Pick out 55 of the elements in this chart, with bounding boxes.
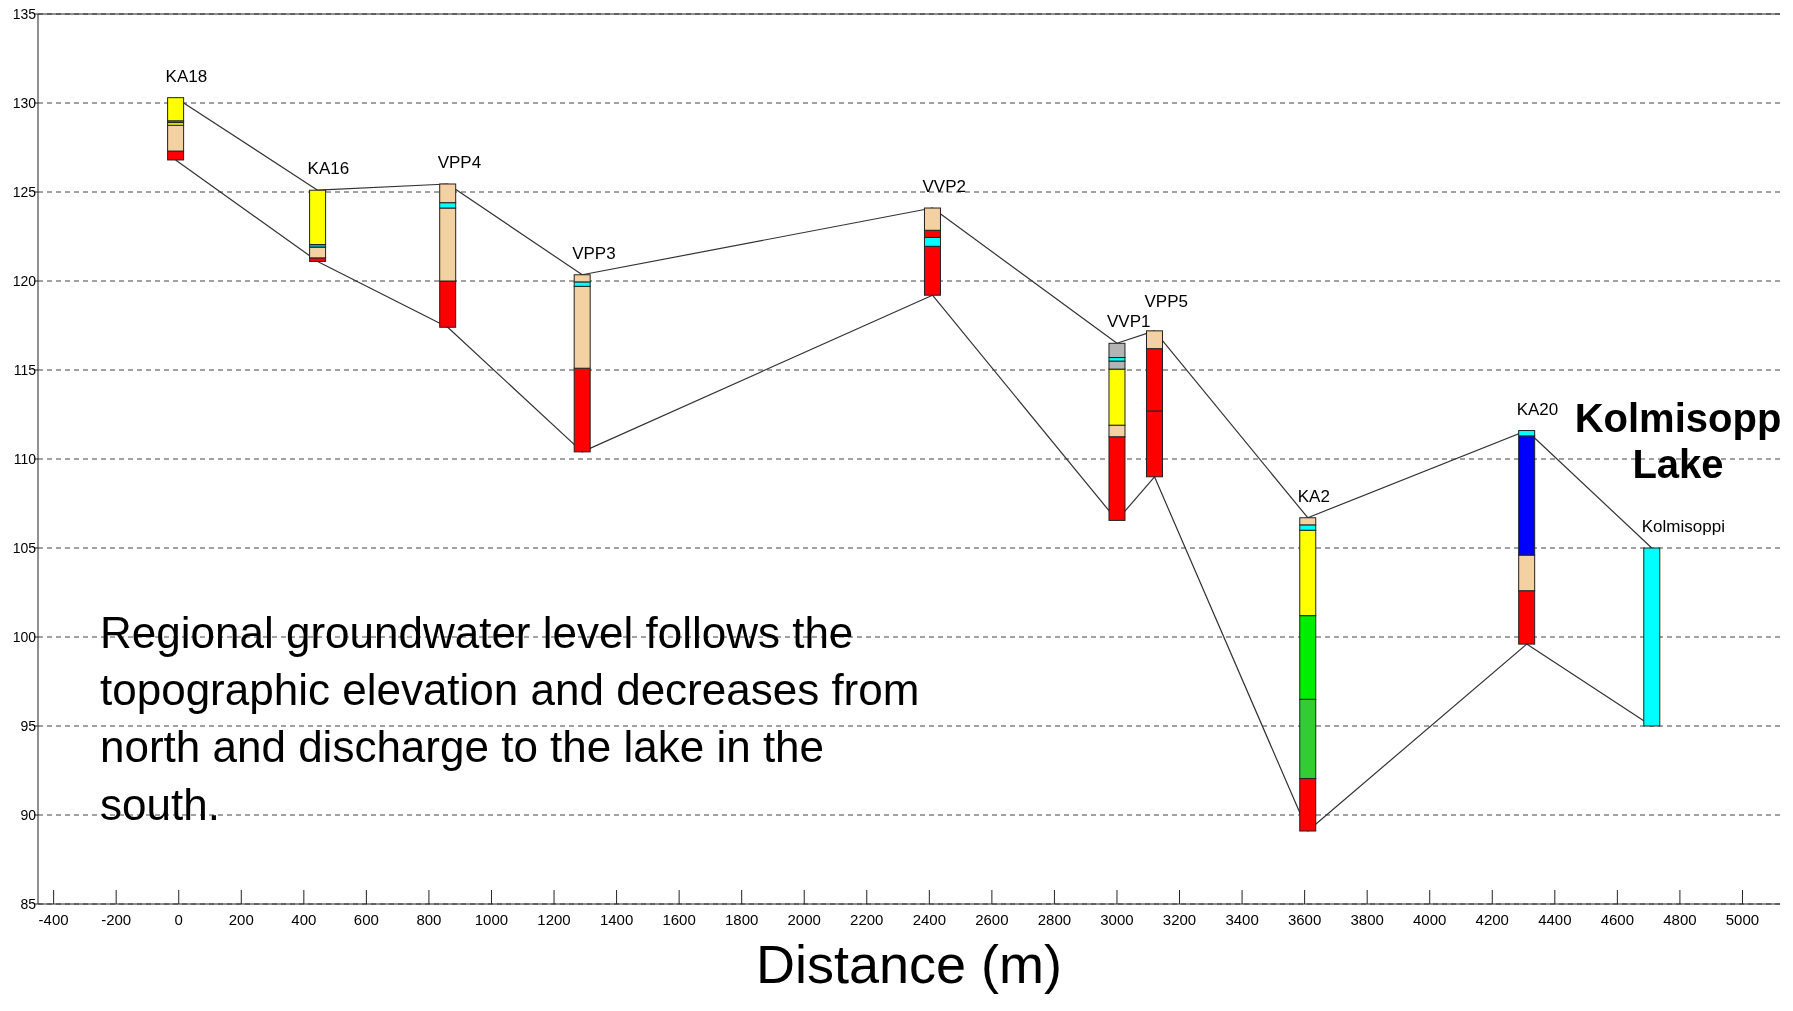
x-tick-label: 4400: [1538, 911, 1572, 928]
annotation: VPP3: [572, 243, 616, 263]
annotation: Regional groundwater level follows the topographic elevation and decreases from north and discharge to the lake in the south.: [100, 608, 920, 829]
x-tick-label: 4200: [1475, 911, 1509, 928]
x-tick-label: -400: [38, 911, 69, 928]
x-tick-label: 2600: [975, 911, 1009, 928]
x-tick-label: 2200: [850, 911, 884, 928]
y-tick-label: 95: [20, 718, 37, 734]
x-tick-label: 2000: [787, 911, 821, 928]
y-tick-label: 110: [13, 451, 37, 467]
x-tick-label: 3200: [1162, 911, 1197, 928]
x-tick-label: 2800: [1037, 911, 1072, 928]
x-tick-label: 4800: [1663, 911, 1697, 928]
x-tick-label: 1800: [724, 911, 759, 928]
annotation: VPP4: [437, 152, 482, 172]
x-tick-label: 4000: [1413, 911, 1447, 928]
x-tick-label: 1200: [537, 911, 571, 928]
x-tick-label: 3000: [1100, 911, 1134, 928]
x-tick-label: 2400: [912, 911, 947, 928]
annotation: KA16: [307, 159, 350, 179]
y-tick-label: 130: [12, 95, 37, 111]
x-tick-label: 1400: [599, 911, 634, 928]
x-tick-label: 200: [228, 911, 254, 928]
annotation: KA20: [1516, 399, 1559, 419]
x-tick-label: 400: [291, 911, 317, 928]
x-tick-label: 5000: [1725, 911, 1760, 928]
x-tick-label: 3400: [1225, 911, 1259, 928]
annotation: Kolmisoppi: [1641, 517, 1725, 536]
x-tick-label: 1000: [474, 911, 509, 928]
x-axis-title: Distance (m): [755, 934, 1063, 994]
y-tick-label: 115: [13, 362, 37, 378]
annotation: VVP2: [922, 177, 966, 197]
x-tick-label: 600: [353, 911, 379, 928]
x-tick-label: 3800: [1350, 911, 1384, 928]
bar: [573, 274, 591, 283]
x-tick-label: 0: [174, 911, 183, 928]
annotation: KA18: [165, 66, 208, 86]
annotation: Kolmisopp Lake: [1574, 396, 1782, 487]
x-tick-label: -200: [101, 911, 132, 928]
y-tick-label: 85: [20, 896, 37, 912]
x-tick-label: 3600: [1287, 911, 1322, 928]
x-tick-label: 1600: [662, 911, 696, 928]
annotation: VVP1: [1106, 312, 1151, 332]
y-tick-label: 120: [12, 273, 37, 289]
y-tick-label: 135: [12, 6, 37, 22]
x-tick-label: 4600: [1600, 911, 1635, 928]
bar: [1108, 342, 1126, 359]
y-tick-label: 90: [20, 807, 37, 823]
annotation: VPP5: [1144, 291, 1188, 311]
y-tick-label: 100: [12, 629, 37, 645]
y-tick-label: 105: [12, 540, 37, 556]
bar: [309, 246, 327, 259]
annotation: KA2: [1297, 486, 1330, 506]
x-tick-label: 800: [416, 911, 442, 928]
y-tick-label: 125: [12, 184, 37, 200]
